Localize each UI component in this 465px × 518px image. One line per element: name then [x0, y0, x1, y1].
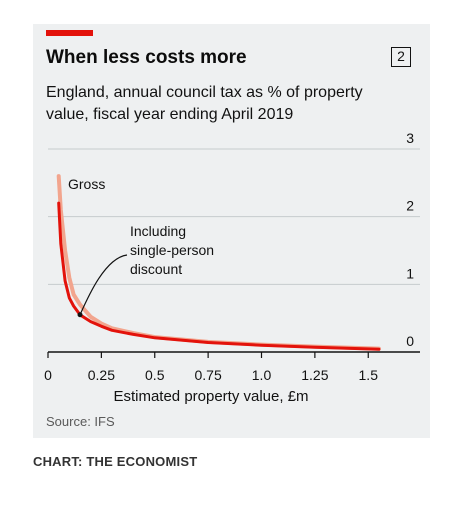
x-tick-label-1.5: 1.5 [359, 367, 379, 383]
x-tick-label-1.0: 1.0 [252, 367, 272, 383]
x-tick-label-0.75: 0.75 [195, 367, 222, 383]
chart-series [56, 174, 381, 351]
y-tick-label-1: 1 [406, 265, 414, 281]
x-axis: 0 0.25 0.5 0.75 1.0 1.25 1.5 [44, 351, 420, 383]
annotation-including-discount: Including single-person discount [130, 223, 214, 277]
y-tick-label-0: 0 [406, 333, 414, 349]
x-tick-label-0: 0 [44, 367, 52, 383]
x-tick-label-0.25: 0.25 [88, 367, 115, 383]
y-tick-label-3: 3 [406, 130, 414, 146]
x-tick-label-1.25: 1.25 [301, 367, 328, 383]
annotation-gross: Gross [68, 176, 105, 192]
y-tick-label-2: 2 [406, 198, 414, 214]
chart-annotations: Gross Including single-person discount [68, 176, 214, 318]
source-note: Source: IFS [46, 414, 115, 429]
economist-red-tag [46, 30, 93, 36]
x-axis-label: Estimated property value, £m [113, 388, 308, 405]
annotation-leader-line [79, 254, 128, 316]
chart-credit: CHART: THE ECONOMIST [33, 454, 198, 469]
y-axis-ticks: 0 1 2 3 [406, 130, 414, 349]
chart-number-badge: 2 [391, 47, 411, 67]
chart-subtitle: England, annual council tax as % of prop… [46, 84, 363, 123]
series-line-1 [57, 201, 381, 351]
x-tick-label-0.5: 0.5 [145, 367, 165, 383]
chart-title: When less costs more [46, 47, 247, 68]
chart-panel [33, 24, 430, 438]
series-line-0 [56, 174, 381, 351]
chart-gridlines [48, 148, 420, 285]
annotation-marker-dot [77, 312, 83, 318]
